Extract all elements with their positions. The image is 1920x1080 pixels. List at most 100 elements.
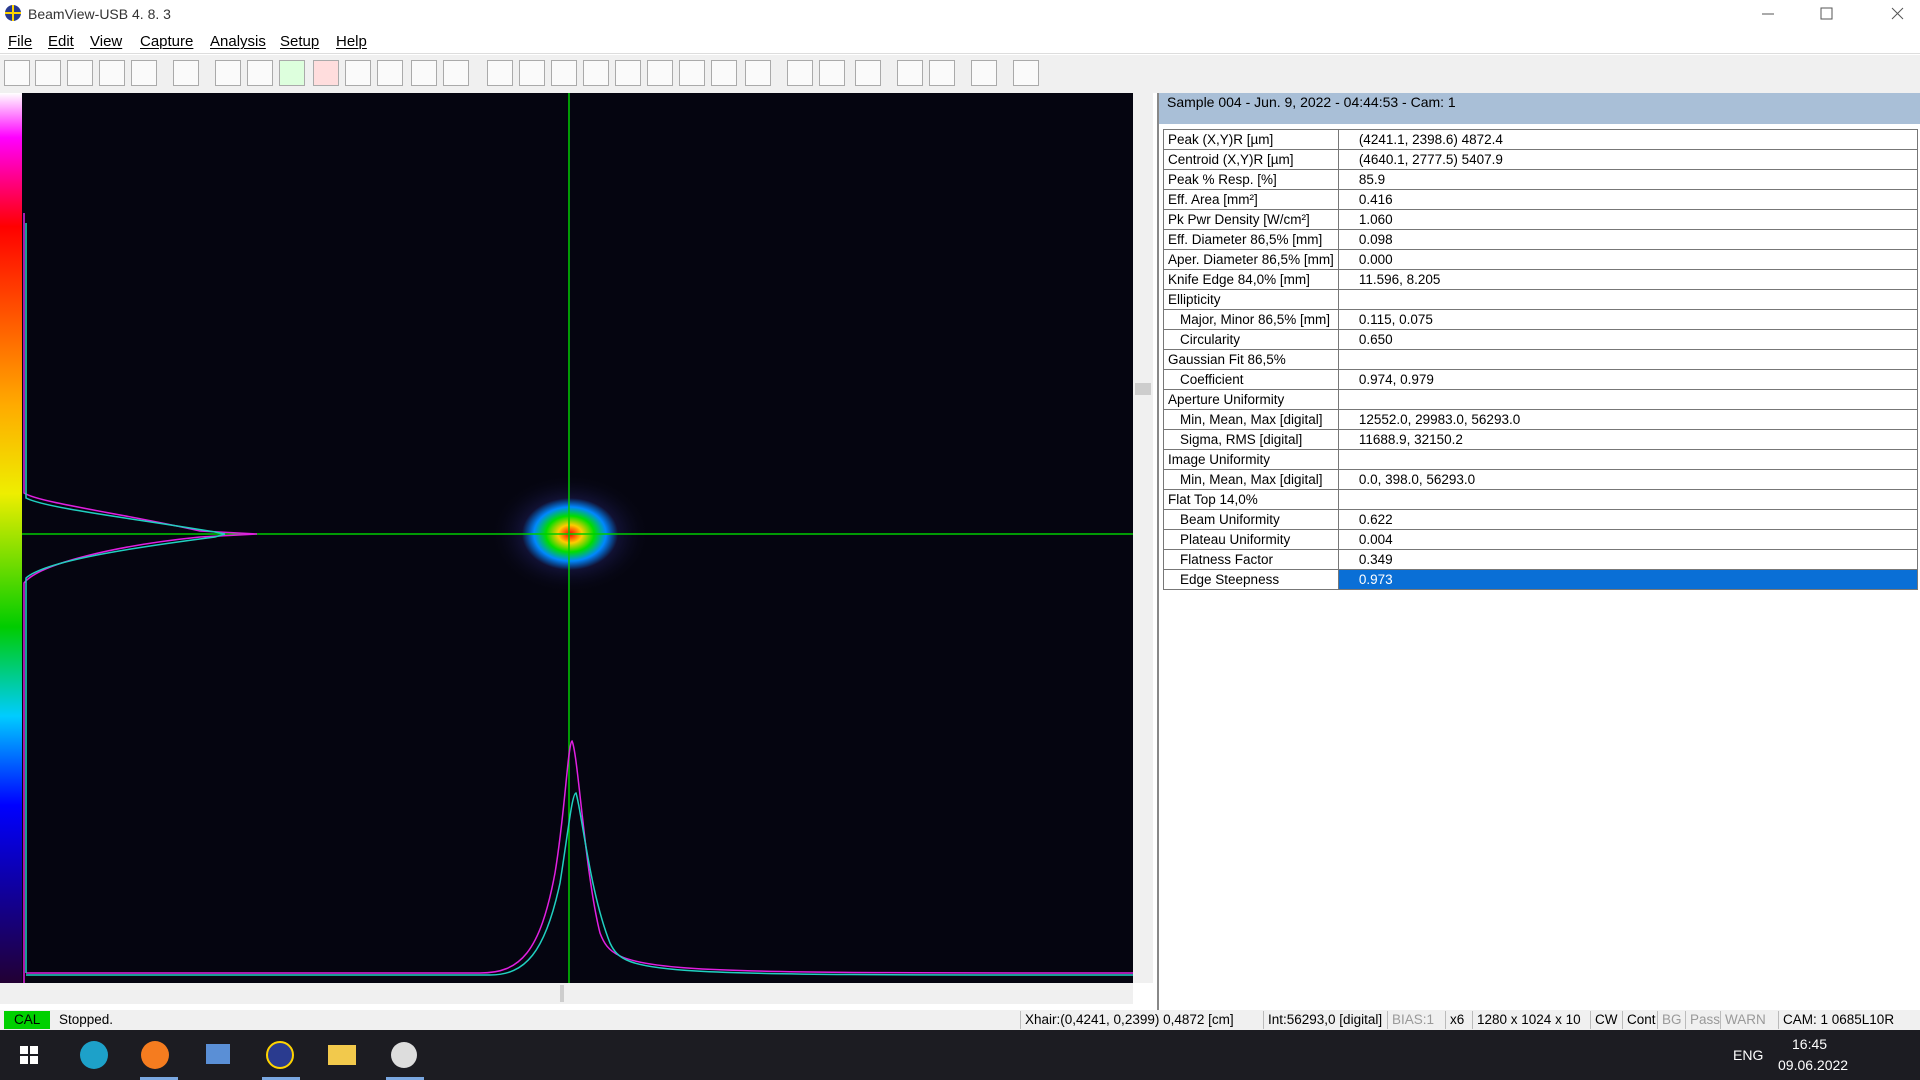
- result-row: Centroid (X,Y)R [µm] (4640.1, 2777.5) 540…: [1163, 149, 1919, 170]
- toolbar-button[interactable]: [247, 60, 273, 86]
- result-value[interactable]: [1337, 349, 1919, 370]
- toolbar-button[interactable]: [443, 60, 469, 86]
- result-value[interactable]: 0.349: [1337, 549, 1919, 570]
- result-value[interactable]: 0.974, 0.979: [1337, 369, 1919, 390]
- beam-image: [0, 93, 1133, 983]
- result-value[interactable]: (4241.1, 2398.6) 4872.4: [1337, 129, 1919, 150]
- menu-item[interactable]: Capture: [140, 33, 194, 50]
- toolbar-button[interactable]: [551, 60, 577, 86]
- result-label: Edge Steepness: [1163, 569, 1339, 590]
- status-item: CW: [1590, 1011, 1618, 1029]
- result-value[interactable]: 0.004: [1337, 529, 1919, 550]
- toolbar-button[interactable]: [819, 60, 845, 86]
- taskbar-icons[interactable]: [0, 1030, 440, 1080]
- result-row: Peak % Resp. [%] 85.9: [1163, 169, 1919, 190]
- toolbar-button[interactable]: [313, 60, 339, 86]
- result-value[interactable]: [1337, 489, 1919, 510]
- toolbar-button[interactable]: [647, 60, 673, 86]
- status-item: BG: [1657, 1011, 1682, 1029]
- result-value[interactable]: [1337, 389, 1919, 410]
- menu-item[interactable]: Help: [336, 33, 367, 50]
- result-value[interactable]: 0.115, 0.075: [1337, 309, 1919, 330]
- result-label: Aper. Diameter 86,5% [mm]: [1163, 249, 1339, 270]
- result-row: Major, Minor 86,5% [mm] 0.115, 0.075: [1163, 309, 1919, 330]
- menu-item[interactable]: View: [90, 33, 123, 50]
- result-value[interactable]: 11688.9, 32150.2: [1337, 429, 1919, 450]
- toolbar-button[interactable]: [377, 60, 403, 86]
- toolbar-button[interactable]: [131, 60, 157, 86]
- menu-item[interactable]: Analysis: [210, 33, 266, 50]
- result-label: Major, Minor 86,5% [mm]: [1163, 309, 1339, 330]
- result-value[interactable]: [1337, 449, 1919, 470]
- result-row: Edge Steepness 0.973: [1163, 569, 1919, 590]
- result-row: Eff. Diameter 86,5% [mm] 0.098: [1163, 229, 1919, 250]
- status-item: CAL: [4, 1011, 50, 1029]
- clock-date[interactable]: 09.06.2022: [1778, 1057, 1849, 1073]
- result-value[interactable]: 0.0, 398.0, 56293.0: [1337, 469, 1919, 490]
- result-value[interactable]: [1337, 289, 1919, 310]
- toolbar-button[interactable]: [583, 60, 609, 86]
- toolbar-button[interactable]: [35, 60, 61, 86]
- window-title: BeamView-USB 4. 8. 3: [28, 6, 171, 22]
- result-value[interactable]: (4640.1, 2777.5) 5407.9: [1337, 149, 1919, 170]
- status-item: Pass: [1685, 1011, 1720, 1029]
- result-value[interactable]: 85.9: [1337, 169, 1919, 190]
- toolbar-button[interactable]: [897, 60, 923, 86]
- result-value[interactable]: 0.000: [1337, 249, 1919, 270]
- toolbar-button[interactable]: [787, 60, 813, 86]
- toolbar-button[interactable]: [971, 60, 997, 86]
- result-value[interactable]: 0.098: [1337, 229, 1919, 250]
- toolbar-button[interactable]: [279, 60, 305, 86]
- horizontal-scrollbar[interactable]: [0, 983, 1133, 1004]
- vertical-scrollbar[interactable]: [1133, 93, 1153, 983]
- app-icon: [5, 5, 21, 21]
- result-row: Gaussian Fit 86,5%: [1163, 349, 1919, 370]
- result-row: Aper. Diameter 86,5% [mm] 0.000: [1163, 249, 1919, 270]
- toolbar-button[interactable]: [615, 60, 641, 86]
- status-item: CAM: 1 0685L10R: [1778, 1011, 1894, 1029]
- status-item: WARN: [1720, 1011, 1766, 1029]
- result-label: Ellipticity: [1163, 289, 1339, 310]
- result-label: Centroid (X,Y)R [µm]: [1163, 149, 1339, 170]
- result-value[interactable]: 11.596, 8.205: [1337, 269, 1919, 290]
- toolbar-button[interactable]: [679, 60, 705, 86]
- menu-item[interactable]: File: [8, 33, 33, 50]
- toolbar-button[interactable]: [855, 60, 881, 86]
- results-panel: Sample 004 - Jun. 9, 2022 - 04:44:53 - C…: [1157, 93, 1920, 1010]
- menu-item[interactable]: Setup: [280, 33, 320, 50]
- sample-header: Sample 004 - Jun. 9, 2022 - 04:44:53 - C…: [1159, 93, 1920, 124]
- result-label: Coefficient: [1163, 369, 1339, 390]
- result-value[interactable]: 0.622: [1337, 509, 1919, 530]
- result-value[interactable]: 0.650: [1337, 329, 1919, 350]
- result-label: Beam Uniformity: [1163, 509, 1339, 530]
- result-value[interactable]: 12552.0, 29983.0, 56293.0: [1337, 409, 1919, 430]
- result-label: Image Uniformity: [1163, 449, 1339, 470]
- toolbar-button[interactable]: [345, 60, 371, 86]
- toolbar-button[interactable]: [99, 60, 125, 86]
- language[interactable]: ENG: [1733, 1047, 1764, 1063]
- toolbar-button[interactable]: [519, 60, 545, 86]
- toolbar-button[interactable]: [411, 60, 437, 86]
- toolbar-button[interactable]: [1013, 60, 1039, 86]
- toolbar-button[interactable]: [745, 60, 771, 86]
- toolbar-button[interactable]: [4, 60, 30, 86]
- clock-time[interactable]: 16:45: [1792, 1036, 1828, 1052]
- toolbar: [0, 55, 1920, 93]
- menu-item[interactable]: Edit: [48, 33, 74, 50]
- toolbar-button[interactable]: [173, 60, 199, 86]
- result-value[interactable]: 0.973: [1337, 569, 1919, 590]
- toolbar-button[interactable]: [67, 60, 93, 86]
- toolbar-button[interactable]: [929, 60, 955, 86]
- window-controls[interactable]: [1750, 0, 1920, 27]
- toolbar-button[interactable]: [487, 60, 513, 86]
- result-label: Flat Top 14,0%: [1163, 489, 1339, 510]
- result-label: Plateau Uniformity: [1163, 529, 1339, 550]
- result-value[interactable]: 1.060: [1337, 209, 1919, 230]
- result-value[interactable]: 0.416: [1337, 189, 1919, 210]
- toolbar-button[interactable]: [711, 60, 737, 86]
- status-item: Cont: [1622, 1011, 1656, 1029]
- result-row: Knife Edge 84,0% [mm] 11.596, 8.205: [1163, 269, 1919, 290]
- toolbar-button[interactable]: [215, 60, 241, 86]
- status-item: Xhair:(0,4241, 0,2399) 0,4872 [cm]: [1020, 1011, 1234, 1029]
